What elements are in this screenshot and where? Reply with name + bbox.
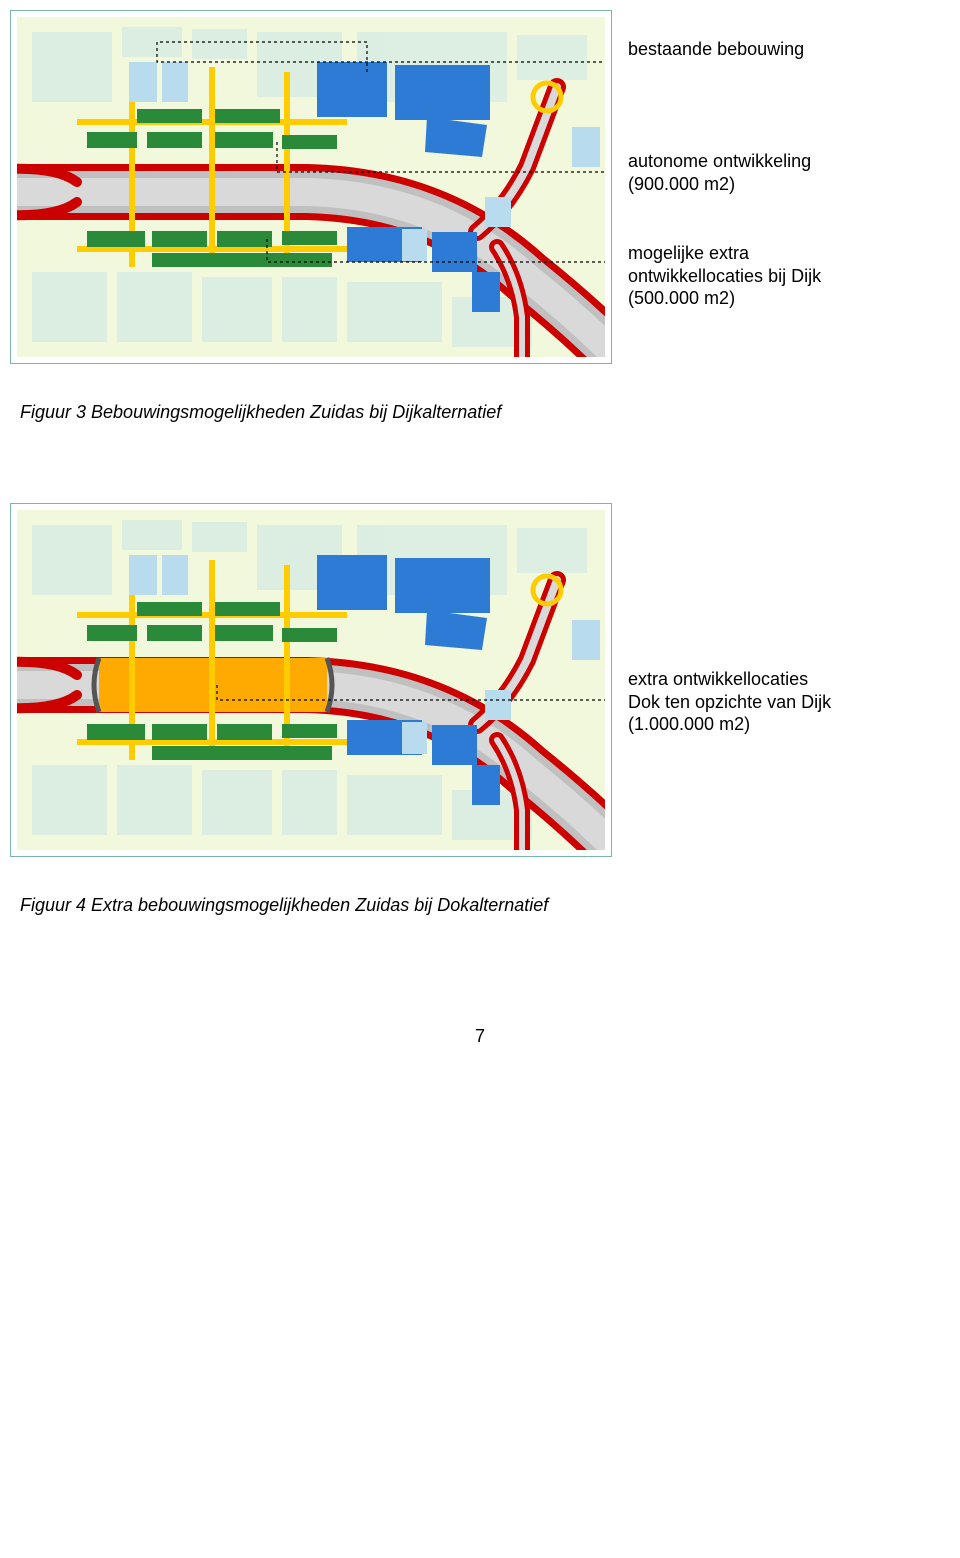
- label-bestaande: bestaande bebouwing: [628, 38, 804, 61]
- figure-3-labels: bestaande bebouwing autonome ontwikkelin…: [628, 10, 950, 362]
- figure-4-caption: Figuur 4 Extra bebouwingsmogelijkheden Z…: [20, 895, 950, 916]
- figure-4-map: [10, 503, 612, 857]
- figure-3-map: [10, 10, 612, 364]
- figure-3-caption: Figuur 3 Bebouwingsmogelijkheden Zuidas …: [20, 402, 950, 423]
- label-dok: extra ontwikkellocaties Dok ten opzichte…: [628, 668, 831, 736]
- figure-4-labels: extra ontwikkellocaties Dok ten opzichte…: [628, 503, 950, 855]
- figure-3-panel: bestaande bebouwing autonome ontwikkelin…: [10, 10, 950, 423]
- figure-4-panel: extra ontwikkellocaties Dok ten opzichte…: [10, 503, 950, 916]
- label-mogelijke: mogelijke extra ontwikkellocaties bij Di…: [628, 242, 821, 310]
- label-autonome: autonome ontwikkeling (900.000 m2): [628, 150, 811, 195]
- page-number: 7: [0, 1026, 960, 1047]
